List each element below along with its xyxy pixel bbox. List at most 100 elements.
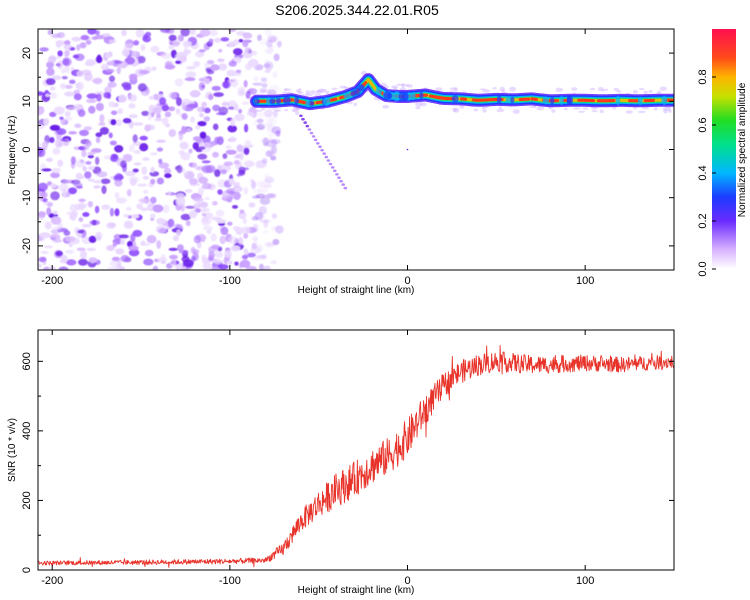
noise-blob xyxy=(212,104,221,112)
noise-blob xyxy=(79,129,89,137)
noise-blob xyxy=(221,80,232,89)
noise-blob xyxy=(193,235,201,244)
noise-blob xyxy=(168,129,177,138)
noise-blob xyxy=(87,29,97,35)
noise-blob xyxy=(242,32,253,39)
noise-blob xyxy=(169,254,178,260)
noise-blob xyxy=(252,236,259,241)
noise-blob xyxy=(204,78,211,85)
noise-blob xyxy=(63,44,72,50)
noise-blob xyxy=(263,63,271,68)
noise-blob xyxy=(51,167,61,174)
halo-blob xyxy=(453,87,459,92)
halo-blob xyxy=(331,87,338,91)
noise-blob xyxy=(46,157,53,162)
noise-blob xyxy=(108,101,116,108)
noise-blob xyxy=(86,93,98,99)
colorbar-tick-label: 0.8 xyxy=(697,69,709,84)
halo-blob xyxy=(492,87,497,90)
noise-blob xyxy=(120,160,127,168)
noise-blob xyxy=(49,137,55,143)
noise-blob xyxy=(227,106,236,110)
noise-blob xyxy=(114,208,120,217)
noise-blob xyxy=(76,70,84,77)
noise-blob xyxy=(203,116,210,122)
noise-blob xyxy=(70,156,76,165)
halo-blob xyxy=(305,93,313,97)
noise-blob xyxy=(181,266,187,270)
noise-blob xyxy=(95,132,103,138)
noise-blob xyxy=(116,67,121,75)
noise-blob xyxy=(39,47,49,52)
noise-blob xyxy=(204,196,211,201)
snr-x-label: Height of straight line (km) xyxy=(298,585,415,596)
noise-blob xyxy=(225,149,237,155)
noise-blob xyxy=(243,248,249,254)
noise-blob xyxy=(228,178,234,185)
ridge-bulge xyxy=(275,97,282,105)
noise-blob xyxy=(245,265,257,270)
noise-blob xyxy=(114,179,123,187)
noise-blob xyxy=(228,60,237,67)
noise-blob xyxy=(244,47,252,54)
noise-blob xyxy=(88,235,97,243)
noise-blob xyxy=(61,76,68,80)
noise-blob xyxy=(132,229,143,237)
snr-y-tick-label: 600 xyxy=(21,352,33,370)
noise-blob xyxy=(202,225,213,231)
noise-blob xyxy=(201,182,212,190)
noise-blob xyxy=(201,254,206,261)
noise-blob xyxy=(142,157,150,161)
noise-blob xyxy=(124,56,135,65)
noise-blob xyxy=(95,136,101,144)
noise-blob xyxy=(123,154,133,162)
noise-blob xyxy=(161,104,170,112)
noise-blob xyxy=(139,135,148,141)
noise-blob xyxy=(245,90,251,99)
snr-frame xyxy=(37,329,675,571)
colorbar: 0.0 0.2 0.4 0.6 0.8 Normalized spectral ampl… xyxy=(697,29,748,277)
noise-blob xyxy=(42,198,48,203)
noise-blob xyxy=(168,106,176,112)
noise-blob xyxy=(88,151,96,155)
spectrogram-x-tick-label: -200 xyxy=(41,275,63,287)
halo-blob xyxy=(551,109,556,113)
noise-blob xyxy=(146,235,157,244)
noise-blob xyxy=(69,79,76,85)
halo-blob xyxy=(415,105,421,110)
noise-blob xyxy=(55,40,65,46)
noise-blob xyxy=(42,141,49,149)
ridge-hot-segments xyxy=(253,81,674,108)
noise-blob xyxy=(175,108,181,115)
halo-blob xyxy=(555,87,564,93)
noise-blob xyxy=(81,223,92,228)
noise-blob xyxy=(197,146,206,150)
noise-blob xyxy=(88,165,95,171)
noise-blob xyxy=(168,247,178,251)
noise-blob xyxy=(147,112,152,121)
noise-blob xyxy=(216,112,227,116)
branch-point xyxy=(303,121,308,124)
noise-blob xyxy=(216,219,227,224)
halo-blob xyxy=(625,110,633,114)
halo-blob xyxy=(604,88,608,91)
spectrogram-x-label: Height of straight line (km) xyxy=(298,285,415,296)
branch-point xyxy=(307,128,312,131)
noise-blob xyxy=(96,93,102,102)
noise-blob xyxy=(198,82,206,91)
noise-blob xyxy=(82,203,88,208)
ridge-bulge xyxy=(403,91,409,102)
noise-blob xyxy=(44,221,52,230)
noise-blob xyxy=(215,251,223,258)
noise-blob xyxy=(51,75,62,80)
halo-blob xyxy=(577,110,586,113)
noise-blob xyxy=(107,266,119,270)
noise-blob xyxy=(109,207,114,217)
noise-blob xyxy=(137,83,147,92)
noise-blob xyxy=(139,197,151,204)
noise-blob xyxy=(78,258,88,266)
ridge-bulge xyxy=(451,95,459,103)
noise-blob xyxy=(40,191,48,198)
noise-blob xyxy=(46,61,55,69)
